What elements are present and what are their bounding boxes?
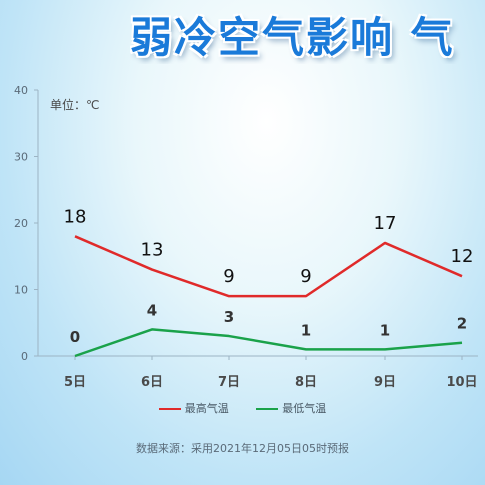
legend-label-max: 最高气温 [184,402,229,415]
legend-item-min: 最低气温 [256,400,326,416]
series-line-max [74,235,463,298]
x-tick-label: 6日 [141,375,163,390]
series-line-min [74,328,463,358]
data-label-min: 0 [70,328,80,346]
x-tick-label: 10日 [446,375,477,390]
y-tick-label: 40 [14,84,28,97]
legend-swatch-min [256,408,279,410]
data-label-max: 13 [141,240,164,261]
x-tick-label: 7日 [218,375,240,390]
legend-label-min: 最低气温 [282,402,327,415]
data-label-min: 1 [380,321,390,339]
data-label-max: 17 [374,213,397,234]
legend: 最高气温 最低气温 [0,400,485,416]
data-source-note: 数据来源：采用2021年12月05日05时预报 [136,442,349,455]
data-label-max: 9 [300,266,311,287]
data-label-max: 18 [64,206,87,227]
x-tick-label: 9日 [374,375,396,390]
data-label-min: 3 [224,308,234,326]
unit-label: 单位：℃ [50,98,100,112]
data-label-max: 9 [223,266,234,287]
data-label-min: 1 [301,321,311,339]
y-tick-label: 0 [21,350,28,363]
data-label-min: 2 [457,315,467,333]
data-label-max: 12 [451,246,474,267]
y-tick-label: 30 [14,151,28,164]
chart-title: 弱冷空气影响 气 [130,13,455,62]
y-tick-label: 20 [14,217,28,230]
x-tick-label: 5日 [64,375,86,390]
x-tick-label: 8日 [295,375,317,390]
data-label-min: 4 [147,301,157,319]
y-tick-label: 10 [14,284,28,297]
legend-swatch-max [158,408,181,410]
legend-item-max: 最高气温 [158,400,229,416]
